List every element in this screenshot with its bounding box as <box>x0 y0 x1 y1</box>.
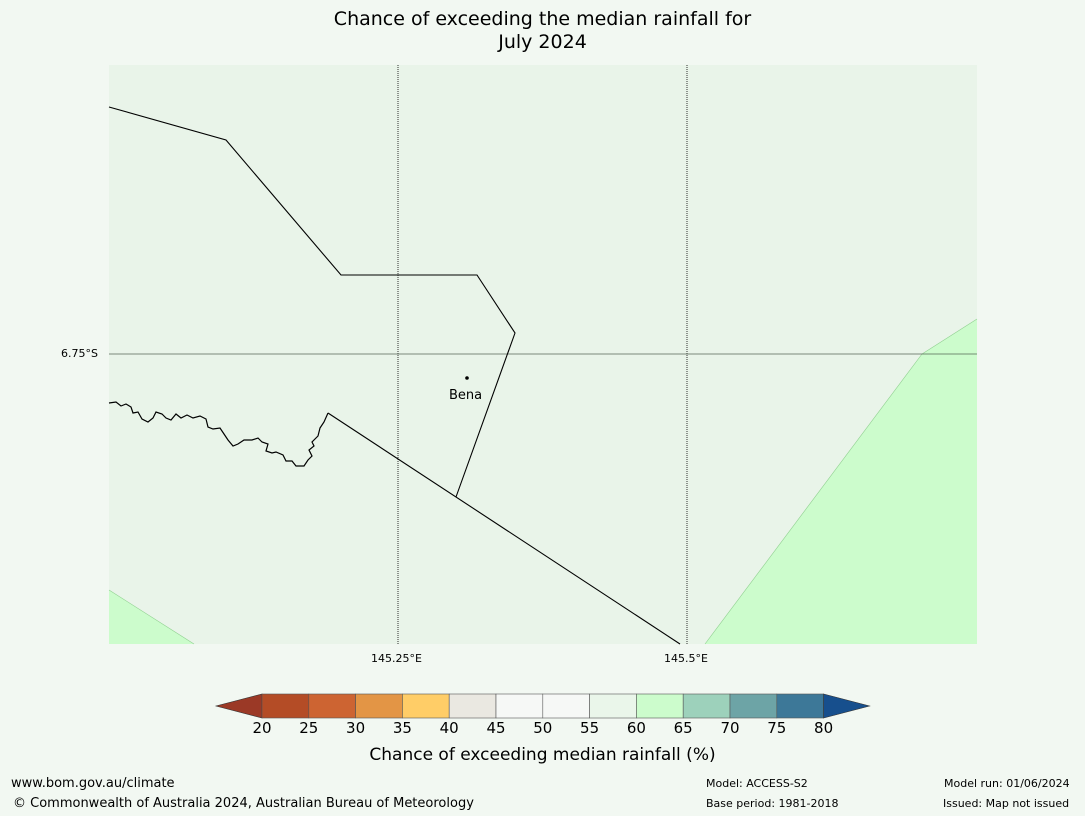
colorbar-tick-label: 20 <box>252 719 272 737</box>
province-border <box>108 106 516 498</box>
colorbar-tick-label: 80 <box>814 719 834 737</box>
colorbar-tick-label: 65 <box>673 719 693 737</box>
colorbar-bin <box>355 693 403 719</box>
colorbar-tick-label: 35 <box>392 719 412 737</box>
colorbar-tick-label: 75 <box>767 719 787 737</box>
footer-model-run: Model run: 01/06/2024 <box>944 777 1070 790</box>
footer-issued: Issued: Map not issued <box>943 797 1070 810</box>
colorbar-tick-label: 25 <box>299 719 319 737</box>
colorbar-title: Chance of exceeding median rainfall (%) <box>369 745 716 765</box>
colorbar-bin <box>495 693 544 719</box>
rainfall-map <box>108 65 978 645</box>
lat-label: 6.75°S <box>61 347 98 360</box>
map-title-line1: Chance of exceeding the median rainfall … <box>333 8 752 30</box>
bena-marker <box>465 376 469 380</box>
colorbar-extend-low <box>214 693 263 719</box>
colorbar-bin <box>776 693 824 719</box>
lon-label-145-5: 145.5°E <box>664 652 708 665</box>
lon-label-145-25: 145.25°E <box>371 652 422 665</box>
footer-model: Model: ACCESS-S2 <box>706 777 808 790</box>
place-label-bena: Bena <box>449 388 483 403</box>
colorbar-tick-label: 30 <box>346 719 366 737</box>
footer-base-period: Base period: 1981-2018 <box>706 797 839 810</box>
band-edge-east <box>921 318 978 355</box>
colorbar-tick-label: 55 <box>580 719 600 737</box>
footer-url: www.bom.gov.au/climate <box>11 776 175 791</box>
colorbar-tick-label: 60 <box>626 719 646 737</box>
map-title-line2: July 2024 <box>498 31 587 53</box>
colorbar-bin <box>308 693 356 719</box>
colorbar-bin <box>261 693 310 719</box>
colorbar-bin <box>636 693 684 719</box>
colorbar-bin <box>402 693 450 719</box>
footer-copyright: © Commonwealth of Australia 2024, Austra… <box>13 796 474 811</box>
colorbar-bin <box>542 693 590 719</box>
colorbar-extend-high <box>823 693 871 719</box>
colorbar-tick-label: 40 <box>439 719 459 737</box>
colorbar-bin <box>589 693 637 719</box>
colorbar-tick-label: 50 <box>533 719 553 737</box>
colorbar-bin <box>448 693 497 719</box>
province-border-south <box>327 412 681 645</box>
colorbar-bin <box>729 693 778 719</box>
band-edge-east-2 <box>704 353 923 645</box>
coastline-detail <box>108 401 329 467</box>
colorbar-bin <box>682 693 731 719</box>
band-edge-southwest <box>108 589 195 645</box>
colorbar-tick-label: 70 <box>720 719 740 737</box>
band-60-65-east <box>705 319 977 644</box>
colorbar-tick-label: 45 <box>486 719 506 737</box>
